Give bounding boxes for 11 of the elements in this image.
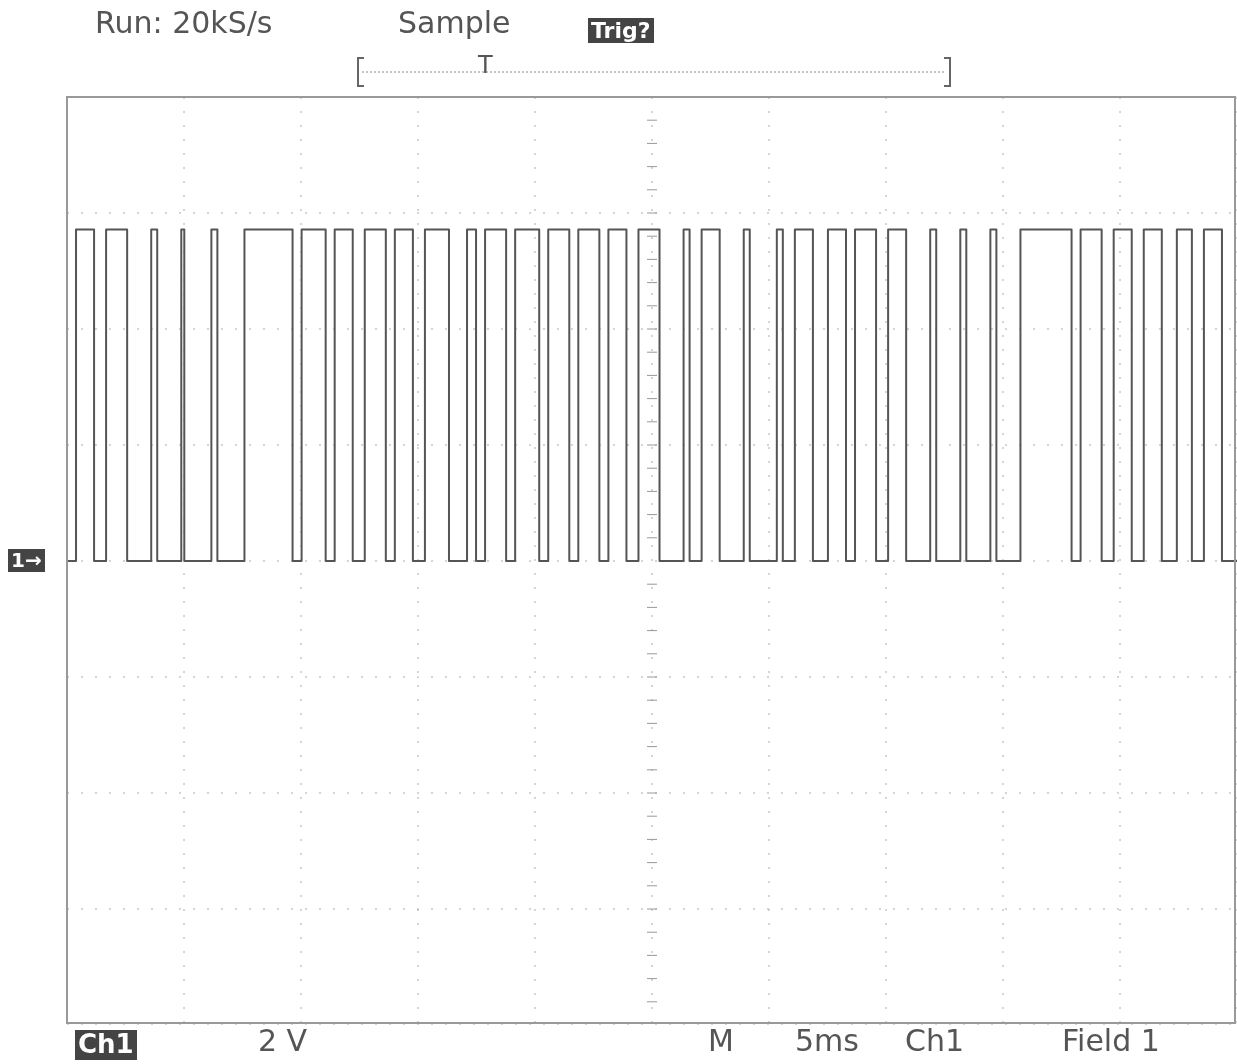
text: Trig? [588,18,654,44]
text: 2 V [258,1023,308,1059]
text: 1→ [8,548,45,572]
text: M [708,1023,734,1059]
text: Ch1 [905,1023,965,1059]
text: Run: 20kS/s [95,5,273,41]
text: T [478,51,493,80]
text: 5ms [795,1023,859,1059]
text: Sample [398,5,511,41]
text: Field 1 [1062,1023,1160,1059]
text: Ch1 [75,1029,137,1060]
